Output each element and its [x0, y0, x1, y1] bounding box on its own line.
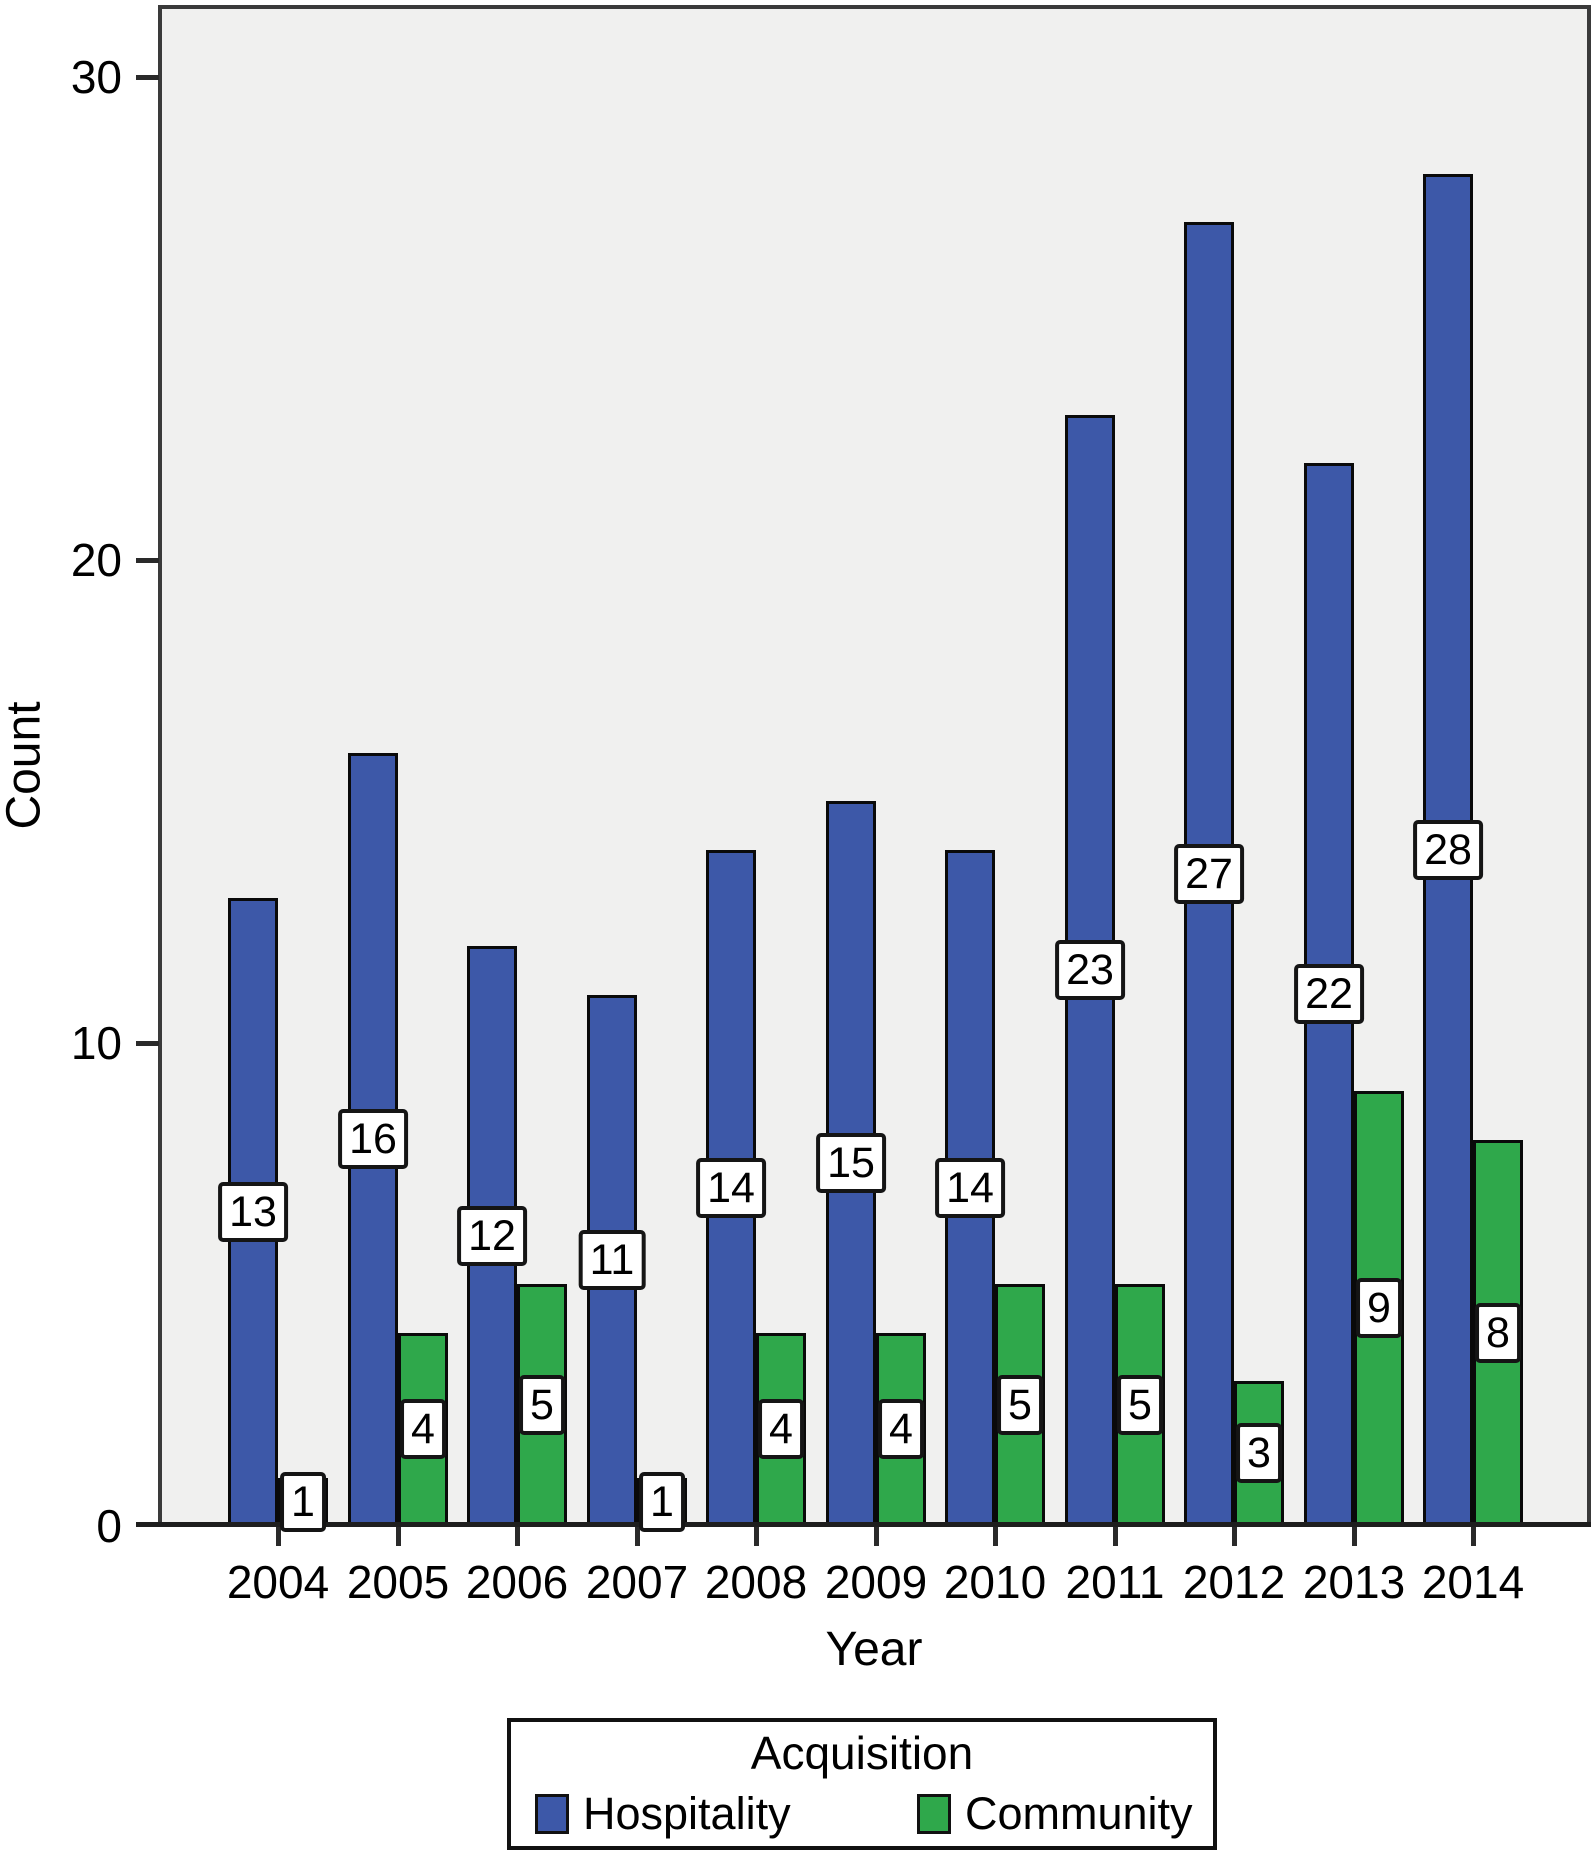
bar-value-label-community-2011: 5	[1117, 1375, 1163, 1435]
bar-value-label-community-2004: 1	[280, 1472, 326, 1532]
bar-value-label-community-2006: 5	[519, 1375, 565, 1435]
legend-label-community: Community	[965, 1788, 1193, 1839]
y-axis-title-wrap: Count	[0, 600, 56, 930]
legend-title: Acquisition	[750, 1727, 974, 1779]
x-axis-line	[136, 1522, 1591, 1527]
x-tick-mark-2014	[1471, 1526, 1476, 1546]
community-swatch-icon	[917, 1794, 951, 1834]
y-tick-label-30: 30	[70, 51, 122, 103]
bar-value-label-hospitality-2010: 14	[935, 1158, 1005, 1218]
x-tick-label-2012: 2012	[1182, 1556, 1286, 1608]
bar-value-label-community-2010: 5	[997, 1375, 1043, 1435]
x-tick-label-2011: 2011	[1065, 1556, 1165, 1608]
bar-value-label-community-2014: 8	[1475, 1303, 1521, 1363]
x-tick-mark-2011	[1113, 1526, 1118, 1546]
y-tick-label-0: 0	[96, 1500, 122, 1552]
x-tick-mark-2012	[1232, 1526, 1237, 1546]
y-axis-title: Count	[0, 700, 51, 830]
bar-value-label-hospitality-2009: 15	[816, 1133, 886, 1193]
bar-value-label-hospitality-2011: 23	[1055, 940, 1125, 1000]
legend-item-community: Community	[917, 1788, 1193, 1840]
bar-value-label-hospitality-2007: 11	[578, 1230, 646, 1290]
bar-value-label-community-2005: 4	[400, 1399, 446, 1459]
x-tick-mark-2013	[1352, 1526, 1357, 1546]
x-tick-label-2004: 2004	[226, 1556, 330, 1608]
legend-label-hospitality: Hospitality	[583, 1788, 791, 1839]
x-tick-label-2006: 2006	[465, 1556, 569, 1608]
y-tick-mark-30	[136, 75, 159, 80]
x-tick-mark-2010	[993, 1526, 998, 1546]
x-tick-mark-2007	[635, 1526, 640, 1546]
y-tick-label-10: 10	[70, 1017, 122, 1069]
x-tick-mark-2008	[754, 1526, 759, 1546]
x-tick-mark-2004	[276, 1526, 281, 1546]
x-tick-label-2013: 2013	[1302, 1556, 1406, 1608]
x-tick-label-2008: 2008	[704, 1556, 808, 1608]
bar-value-label-hospitality-2008: 14	[696, 1158, 766, 1218]
bar-value-label-hospitality-2005: 16	[338, 1109, 408, 1169]
bar-value-label-community-2008: 4	[758, 1399, 804, 1459]
bar-value-label-hospitality-2013: 22	[1294, 964, 1364, 1024]
legend-item-hospitality: Hospitality	[535, 1788, 791, 1840]
bar-value-label-hospitality-2006: 12	[457, 1206, 527, 1266]
bar-value-label-hospitality-2004: 13	[218, 1182, 288, 1242]
bar-value-label-community-2012: 3	[1236, 1423, 1282, 1483]
x-tick-mark-2005	[396, 1526, 401, 1546]
x-tick-mark-2009	[874, 1526, 879, 1546]
y-tick-mark-10	[136, 1041, 159, 1046]
x-tick-label-2010: 2010	[943, 1556, 1047, 1608]
x-tick-label-2014: 2014	[1421, 1556, 1525, 1608]
y-tick-label-20: 20	[70, 534, 122, 586]
x-tick-label-2005: 2005	[346, 1556, 450, 1608]
x-tick-label-2009: 2009	[824, 1556, 928, 1608]
x-tick-mark-2006	[515, 1526, 520, 1546]
hospitality-swatch-icon	[535, 1794, 569, 1834]
bar-value-label-hospitality-2014: 28	[1413, 820, 1483, 880]
plot-area: 13 1 16 4 12 5 11 1 14 4 15 4 14 5 23 5 27 3 22 9 28 8	[158, 5, 1591, 1532]
bar-value-label-hospitality-2012: 27	[1174, 844, 1244, 904]
bar-value-label-community-2007: 1	[639, 1472, 685, 1532]
bar-value-label-community-2009: 4	[878, 1399, 924, 1459]
legend-box: Acquisition Hospitality Community	[507, 1718, 1217, 1850]
x-axis-title: Year	[825, 1623, 923, 1676]
x-tick-label-2007: 2007	[585, 1556, 689, 1608]
y-tick-mark-20	[136, 558, 159, 563]
bar-value-label-community-2013: 9	[1356, 1278, 1402, 1338]
